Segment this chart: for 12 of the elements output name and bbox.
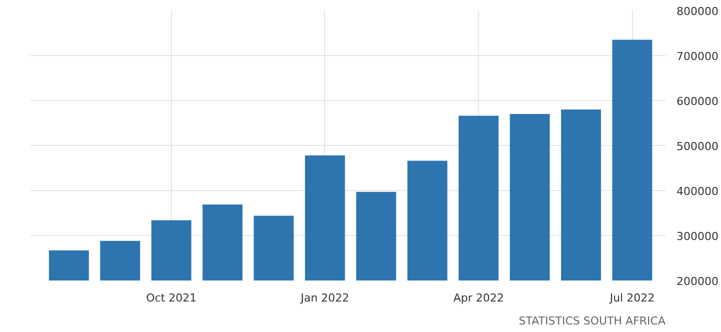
x-tick-label: Jan 2022 xyxy=(300,292,350,304)
x-tick-label: Oct 2021 xyxy=(146,292,197,304)
y-tick-label: 400000 xyxy=(676,185,718,198)
y-tick-label: 500000 xyxy=(676,140,718,153)
y-tick-label: 800000 xyxy=(676,5,718,18)
y-tick-label: 300000 xyxy=(676,230,718,243)
y-tick-label: 200000 xyxy=(676,275,718,288)
y-tick-label: 600000 xyxy=(676,95,718,108)
y-tick-label: 700000 xyxy=(676,50,718,63)
x-tick-label: Jul 2022 xyxy=(608,292,655,304)
x-tick-label: Apr 2022 xyxy=(453,292,504,304)
text: STATISTICS SOUTH AFRICA xyxy=(518,314,666,328)
